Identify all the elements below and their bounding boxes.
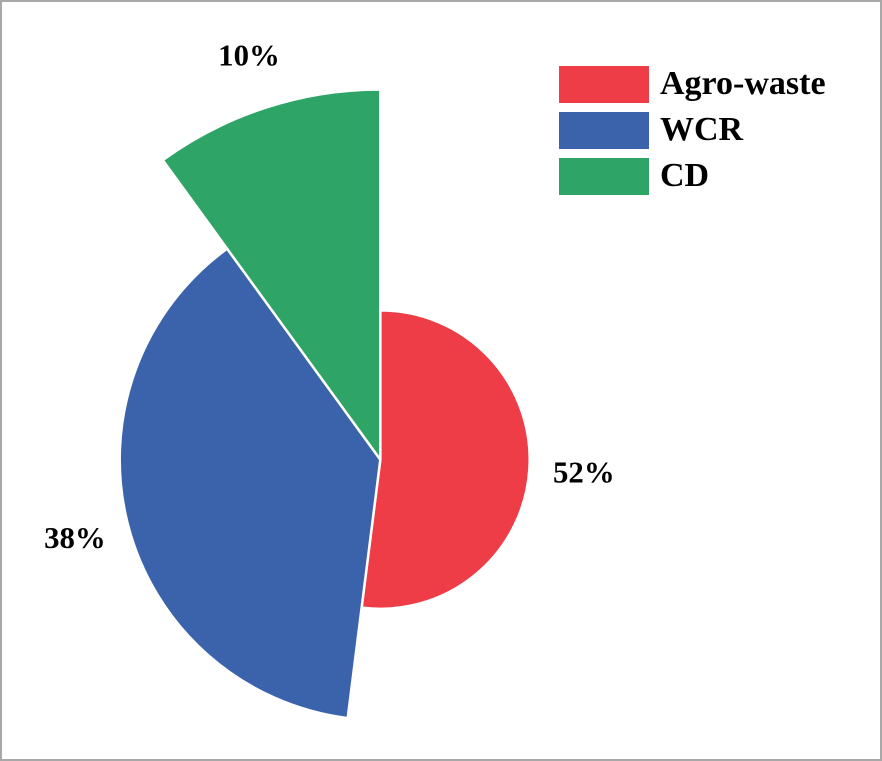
legend-item-cd: CD — [559, 157, 826, 195]
slice-label-wcr: 38% — [44, 521, 106, 555]
legend-item-agro-waste: Agro-waste — [559, 65, 826, 103]
pie-slice-wcr — [118, 247, 382, 720]
slice-label-cd: 10% — [218, 39, 280, 73]
legend-label-agro-waste: Agro-waste — [660, 65, 826, 102]
pie-slice-agro-waste — [360, 309, 531, 611]
legend-item-wcr: WCR — [559, 111, 826, 149]
pie-slice-cd — [161, 88, 382, 461]
legend-label-wcr: WCR — [660, 111, 744, 148]
legend-swatch-cd — [559, 157, 649, 195]
slice-label-agro-waste: 52% — [553, 455, 615, 489]
legend-label-cd: CD — [660, 157, 710, 194]
legend-swatch-wcr — [559, 111, 649, 149]
legend-swatch-agro-waste — [559, 65, 649, 103]
chart-legend: Agro-waste WCR CD — [559, 65, 826, 195]
